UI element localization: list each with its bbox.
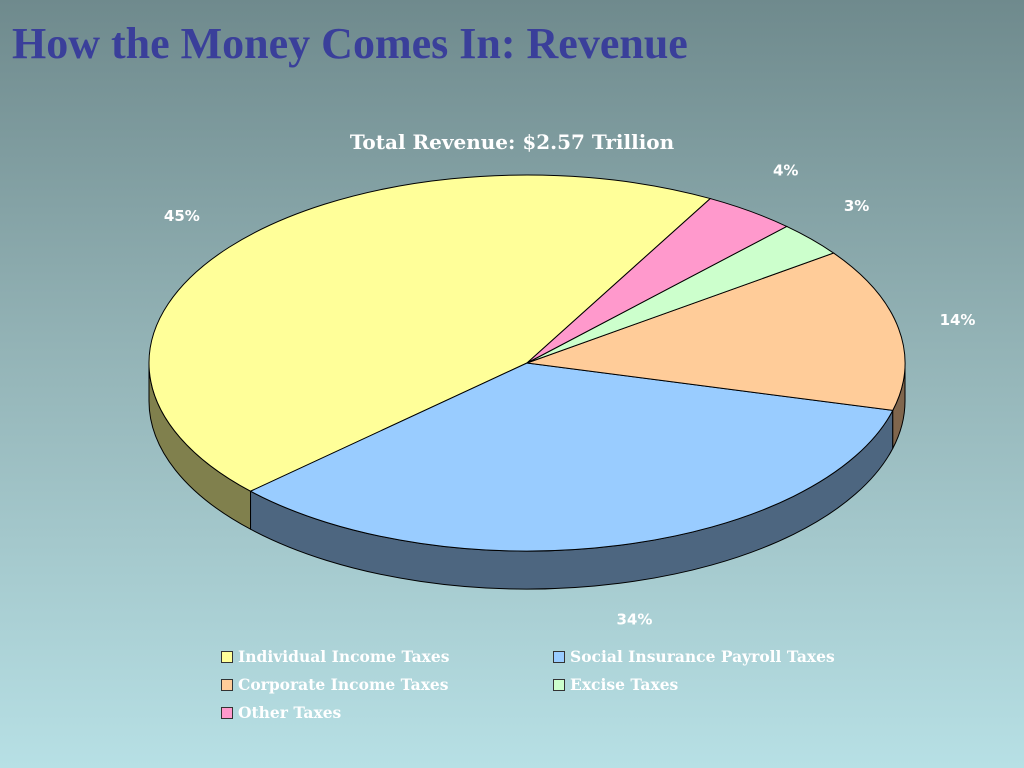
data-label-individual-income: 45%	[164, 207, 200, 225]
legend-label: Other Taxes	[238, 703, 342, 722]
legend-swatch	[553, 678, 565, 691]
legend-label: Corporate Income Taxes	[238, 675, 449, 694]
data-label-corporate-income: 14%	[940, 311, 976, 329]
data-label-excise: 3%	[844, 197, 869, 215]
chart-title: Total Revenue: $2.57 Trillion	[349, 130, 675, 154]
legend-label: Individual Income Taxes	[238, 647, 450, 666]
legend-swatch	[221, 706, 233, 719]
pie-slice-corporate-income	[526, 252, 906, 411]
pie-slice-other	[526, 198, 788, 364]
legend-label: Social Insurance Payroll Taxes	[570, 647, 835, 666]
legend-item-individual-income: Individual Income Taxes	[221, 647, 449, 666]
legend-label: Excise Taxes	[570, 675, 679, 694]
legend-item-corporate-income: Corporate Income Taxes	[221, 675, 449, 694]
data-label-social-insurance: 34%	[616, 610, 652, 628]
legend-item-excise: Excise Taxes	[553, 675, 678, 694]
slide-title: How the Money Comes In: Revenue	[12, 19, 688, 68]
data-label-other: 4%	[773, 161, 798, 179]
legend-swatch	[221, 650, 233, 663]
legend-swatch	[221, 678, 233, 691]
legend-swatch	[553, 650, 565, 663]
pie-slice-social-insurance	[249, 362, 894, 552]
legend-item-other: Other Taxes	[221, 703, 341, 722]
legend-item-social-insurance: Social Insurance Payroll Taxes	[553, 647, 835, 666]
pie-slice-individual-income	[148, 174, 712, 492]
